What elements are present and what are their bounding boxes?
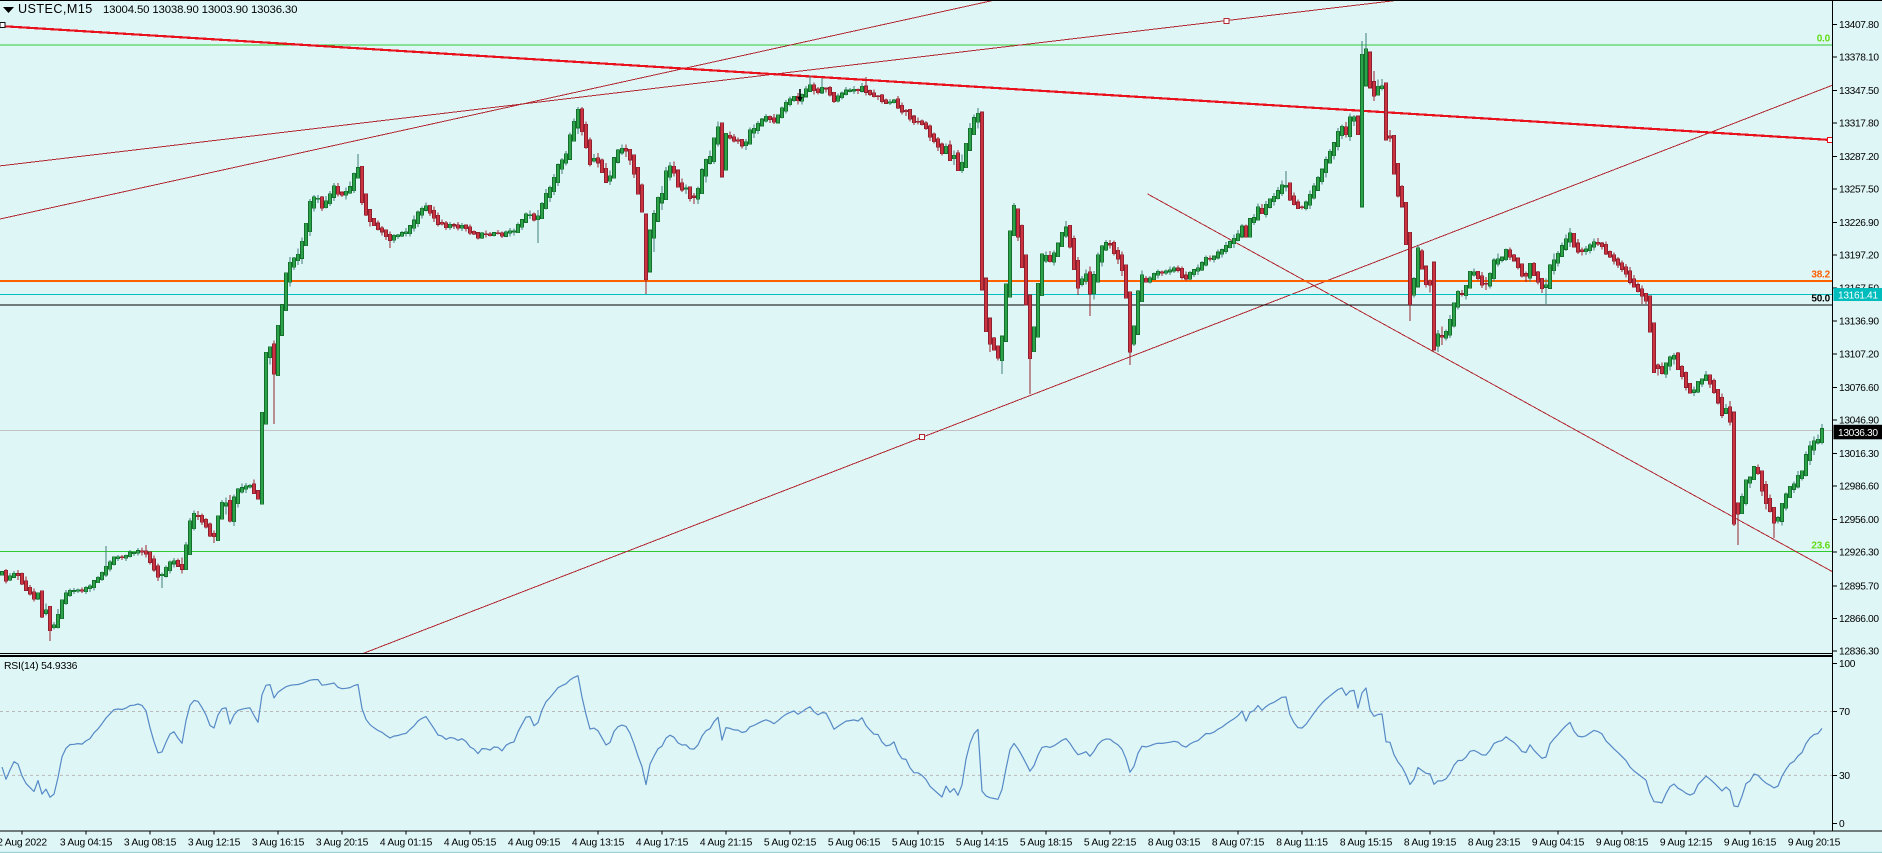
- svg-text:100: 100: [1839, 659, 1856, 670]
- svg-text:13107.20: 13107.20: [1839, 349, 1879, 360]
- svg-text:5 Aug 14:15: 5 Aug 14:15: [956, 838, 1009, 849]
- svg-text:12836.30: 12836.30: [1839, 646, 1879, 657]
- svg-text:8 Aug 15:15: 8 Aug 15:15: [1340, 838, 1393, 849]
- svg-text:4 Aug 21:15: 4 Aug 21:15: [700, 838, 753, 849]
- svg-text:3 Aug 12:15: 3 Aug 12:15: [188, 838, 241, 849]
- svg-text:3 Aug 16:15: 3 Aug 16:15: [252, 838, 305, 849]
- svg-text:8 Aug 19:15: 8 Aug 19:15: [1404, 838, 1457, 849]
- svg-text:USTEC,M15: USTEC,M15: [18, 2, 93, 16]
- svg-text:70: 70: [1839, 707, 1850, 718]
- svg-text:50.0: 50.0: [1811, 294, 1830, 305]
- svg-text:9 Aug 04:15: 9 Aug 04:15: [1532, 838, 1585, 849]
- svg-text:13016.30: 13016.30: [1839, 449, 1879, 460]
- svg-text:30: 30: [1839, 771, 1850, 782]
- svg-text:12986.60: 12986.60: [1839, 482, 1879, 493]
- svg-text:4 Aug 17:15: 4 Aug 17:15: [636, 838, 689, 849]
- svg-text:5 Aug 10:15: 5 Aug 10:15: [892, 838, 945, 849]
- svg-text:9 Aug 16:15: 9 Aug 16:15: [1724, 838, 1777, 849]
- svg-text:13378.10: 13378.10: [1839, 52, 1879, 63]
- svg-text:3 Aug 20:15: 3 Aug 20:15: [316, 838, 369, 849]
- svg-text:12926.30: 12926.30: [1839, 548, 1879, 559]
- svg-text:8 Aug 07:15: 8 Aug 07:15: [1212, 838, 1265, 849]
- svg-text:5 Aug 06:15: 5 Aug 06:15: [828, 838, 881, 849]
- svg-text:13136.90: 13136.90: [1839, 317, 1879, 328]
- svg-text:9 Aug 20:15: 9 Aug 20:15: [1788, 838, 1841, 849]
- svg-text:13046.90: 13046.90: [1839, 416, 1879, 427]
- svg-text:38.2: 38.2: [1811, 270, 1830, 281]
- svg-text:12866.00: 12866.00: [1839, 614, 1879, 625]
- svg-text:RSI(14) 54.9336: RSI(14) 54.9336: [4, 661, 78, 672]
- svg-text:8 Aug 23:15: 8 Aug 23:15: [1468, 838, 1521, 849]
- svg-text:13004.50 13038.90 13003.90 130: 13004.50 13038.90 13003.90 13036.30: [103, 4, 297, 16]
- svg-text:4 Aug 01:15: 4 Aug 01:15: [380, 838, 433, 849]
- svg-text:13036.30: 13036.30: [1838, 428, 1878, 439]
- svg-text:3 Aug 08:15: 3 Aug 08:15: [124, 838, 177, 849]
- svg-text:8 Aug 11:15: 8 Aug 11:15: [1276, 838, 1328, 849]
- svg-text:9 Aug 08:15: 9 Aug 08:15: [1596, 838, 1649, 849]
- svg-text:5 Aug 02:15: 5 Aug 02:15: [764, 838, 817, 849]
- svg-text:4 Aug 09:15: 4 Aug 09:15: [508, 838, 561, 849]
- svg-text:13161.41: 13161.41: [1838, 290, 1878, 301]
- svg-text:12895.70: 12895.70: [1839, 581, 1879, 592]
- svg-text:3 Aug 04:15: 3 Aug 04:15: [60, 838, 113, 849]
- svg-text:0: 0: [1839, 819, 1845, 830]
- svg-text:2 Aug 2022: 2 Aug 2022: [0, 838, 47, 849]
- svg-text:4 Aug 05:15: 4 Aug 05:15: [444, 838, 497, 849]
- svg-text:13257.50: 13257.50: [1839, 185, 1879, 196]
- svg-text:13317.80: 13317.80: [1839, 119, 1879, 130]
- svg-text:8 Aug 03:15: 8 Aug 03:15: [1148, 838, 1201, 849]
- svg-text:5 Aug 22:15: 5 Aug 22:15: [1084, 838, 1137, 849]
- svg-text:23.6: 23.6: [1811, 541, 1830, 552]
- svg-text:4 Aug 13:15: 4 Aug 13:15: [572, 838, 625, 849]
- svg-text:13347.50: 13347.50: [1839, 86, 1879, 97]
- svg-text:13076.60: 13076.60: [1839, 383, 1879, 394]
- svg-text:5 Aug 18:15: 5 Aug 18:15: [1020, 838, 1073, 849]
- svg-text:9 Aug 12:15: 9 Aug 12:15: [1660, 838, 1713, 849]
- svg-text:13407.80: 13407.80: [1839, 20, 1879, 31]
- svg-text:13287.20: 13287.20: [1839, 152, 1879, 163]
- svg-text:13226.90: 13226.90: [1839, 218, 1879, 229]
- svg-text:12956.00: 12956.00: [1839, 515, 1879, 526]
- svg-text:0.0: 0.0: [1817, 34, 1831, 45]
- svg-text:13197.20: 13197.20: [1839, 251, 1879, 262]
